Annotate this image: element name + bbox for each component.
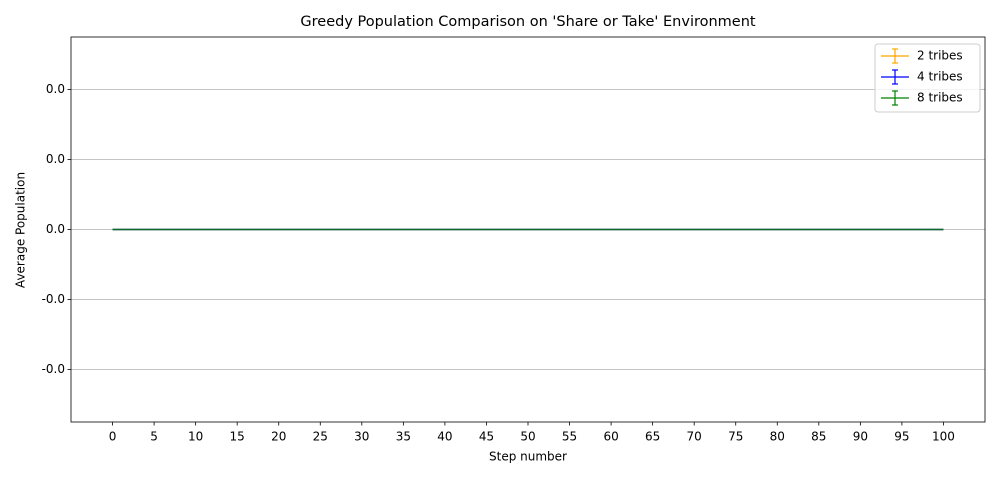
legend-box bbox=[874, 43, 981, 113]
x-tick-label: 85 bbox=[811, 430, 826, 444]
x-tick-label: 70 bbox=[687, 430, 702, 444]
x-tick-label: 40 bbox=[437, 430, 452, 444]
x-tick-label: 60 bbox=[603, 430, 618, 444]
y-tick-label: -0.0 bbox=[42, 362, 65, 376]
x-axis-label: Step number bbox=[489, 450, 567, 464]
x-tick-label: 95 bbox=[894, 430, 909, 444]
x-tick-label: 80 bbox=[770, 430, 785, 444]
x-tick-label: 30 bbox=[354, 430, 369, 444]
y-tick-label: -0.0 bbox=[42, 292, 65, 306]
x-tick-label: 0 bbox=[109, 430, 117, 444]
x-tick-label: 100 bbox=[932, 430, 955, 444]
x-tick-label: 55 bbox=[562, 430, 577, 444]
legend-label: 4 tribes bbox=[917, 70, 963, 84]
x-tick-label: 50 bbox=[520, 430, 535, 444]
x-tick-label: 65 bbox=[645, 430, 660, 444]
x-tick-label: 45 bbox=[479, 430, 494, 444]
y-tick-label: 0.0 bbox=[46, 82, 65, 96]
x-tick-label: 20 bbox=[271, 430, 286, 444]
y-tick-label: 0.0 bbox=[46, 222, 65, 236]
x-tick-label: 75 bbox=[728, 430, 743, 444]
legend-label: 2 tribes bbox=[917, 49, 963, 63]
x-tick-label: 35 bbox=[396, 430, 411, 444]
y-axis-label: Average Population bbox=[14, 172, 28, 288]
x-tick-label: 5 bbox=[150, 430, 158, 444]
y-tick-label: 0.0 bbox=[46, 152, 65, 166]
legend-label: 8 tribes bbox=[917, 91, 963, 105]
x-tick-label: 90 bbox=[853, 430, 868, 444]
legend: 2 tribes 4 tribes 8 tribes bbox=[874, 43, 981, 113]
x-tick-label: 15 bbox=[230, 430, 245, 444]
axes-frame bbox=[70, 36, 986, 423]
chart-title: Greedy Population Comparison on 'Share o… bbox=[300, 14, 756, 30]
x-tick-label: 10 bbox=[188, 430, 203, 444]
x-tick-label: 25 bbox=[313, 430, 328, 444]
